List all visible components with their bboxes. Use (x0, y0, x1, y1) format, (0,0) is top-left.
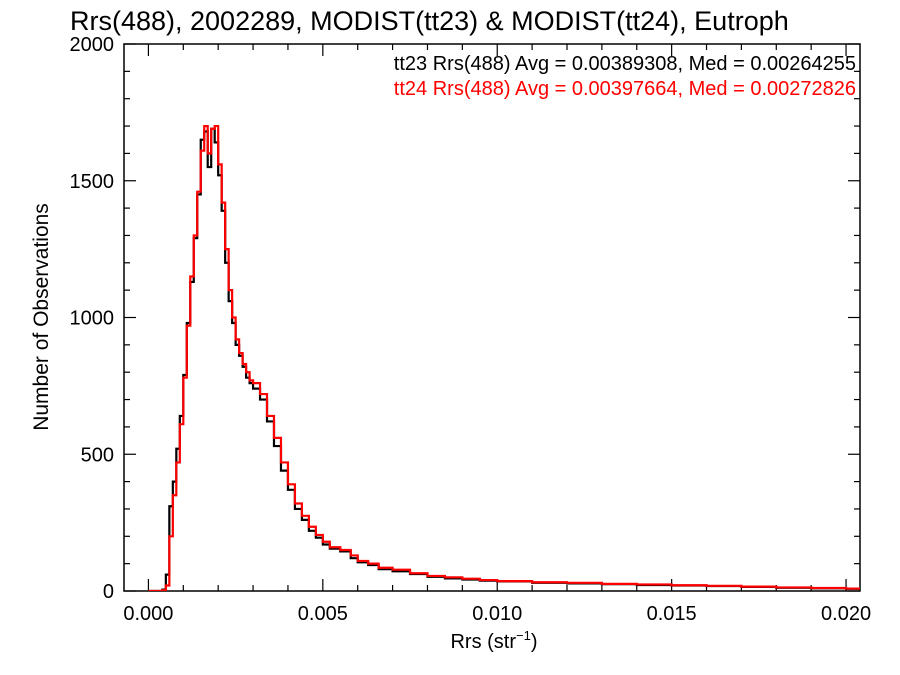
series-line-tt23 (148, 127, 860, 591)
y-tick-label: 1500 (70, 171, 115, 193)
y-axis-label: Number of Observations (30, 203, 53, 431)
y-tick-label: 0 (103, 581, 114, 603)
x-axis-label-main: Rrs (str (450, 631, 516, 653)
legend-entry-tt24: tt24 Rrs(488) Avg = 0.00397664, Med = 0.… (394, 78, 856, 100)
x-axis-label: Rrs (str−1) (450, 628, 537, 653)
x-tick-label: 0.005 (298, 603, 348, 625)
legend-entry-tt23: tt23 Rrs(488) Avg = 0.00389308, Med = 0.… (394, 53, 856, 75)
x-tick-label: 0.000 (123, 603, 173, 625)
series-line-tt24 (148, 124, 860, 591)
series-layer (148, 124, 860, 591)
y-axis: 0 500 1000 1500 2000 (70, 34, 860, 603)
x-axis-label-close: ) (531, 631, 538, 653)
y-tick-label: 2000 (70, 34, 115, 56)
x-axis: 0.000 0.005 0.010 0.015 0.020 (123, 44, 871, 625)
y-tick-label: 1000 (70, 308, 115, 330)
x-tick-label: 0.015 (647, 603, 697, 625)
y-tick-label: 500 (81, 444, 114, 466)
x-tick-label: 0.020 (821, 603, 871, 625)
x-axis-label-sup: −1 (516, 628, 531, 643)
x-tick-label: 0.010 (472, 603, 522, 625)
chart-title: Rrs(488), 2002289, MODIST(tt23) & MODIST… (70, 6, 789, 36)
